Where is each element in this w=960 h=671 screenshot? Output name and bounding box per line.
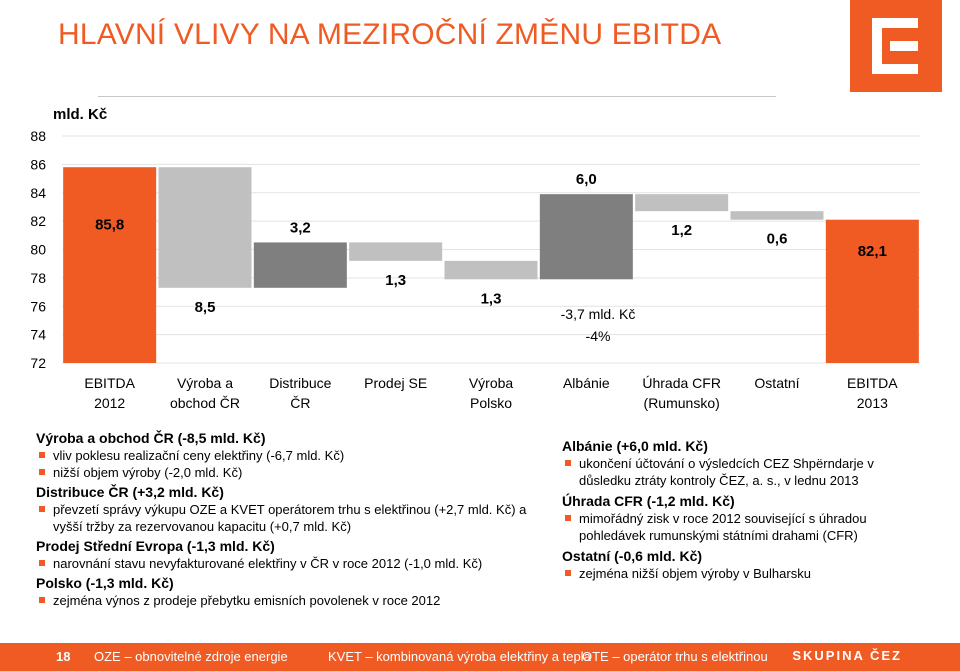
category-label: Albánie (563, 375, 610, 391)
data-label: 8,5 (195, 299, 216, 316)
glossary-ote: OTE – operátor trhu s elektřinou (582, 649, 768, 664)
page-title: HLAVNÍ VLIVY NA MEZIROČNÍ ZMĚNU EBITDA (58, 18, 722, 51)
y-axis-label: mld. Kč (53, 106, 107, 123)
y-tick-label: 76 (30, 298, 46, 314)
bar (253, 242, 347, 288)
category-label: EBITDA (847, 375, 898, 391)
data-label: 1,2 (671, 222, 692, 239)
title-rule (98, 96, 776, 97)
category-labels: EBITDA 2012 Výroba a obchod ČR Distribuce ČR P… (84, 375, 898, 411)
bar (444, 260, 538, 280)
category-label: Prodej SE (364, 375, 427, 391)
data-label: 1,3 (481, 290, 502, 307)
section-heading: Výroba a obchod ČR (-8,5 mld. Kč) (36, 430, 266, 446)
left-commentary: Výroba a obchod ČR (-8,5 mld. Kč) vliv po… (36, 430, 536, 609)
category-label: EBITDA (84, 375, 135, 391)
section-heading: Prodej Střední Evropa (-1,3 mld. Kč) (36, 538, 275, 554)
data-label: 6,0 (576, 171, 597, 188)
y-tick-label: 84 (30, 185, 46, 201)
category-label: ČR (290, 395, 310, 411)
section-heading: Polsko (-1,3 mld. Kč) (36, 575, 174, 591)
bar (825, 219, 919, 363)
waterfall-chart: 88 86 84 82 80 78 76 74 72 85,8 8,5 3,2 1,3 1,3 6,0 1,… (30, 106, 920, 411)
y-tick-label: 74 (30, 327, 46, 343)
brand-label: SKUPINA ČEZ (792, 648, 902, 663)
page-number: 18 (56, 649, 71, 664)
annotation-percent: -4% (586, 328, 611, 344)
bullet-item: narovnání stavu nevyfakturované elektřin… (36, 555, 536, 572)
data-label: 3,2 (290, 219, 311, 236)
data-label: 85,8 (95, 217, 124, 234)
data-label: 1,3 (385, 272, 406, 289)
data-labels: 85,8 8,5 3,2 1,3 1,3 6,0 1,2 0,6 82,1 (95, 171, 887, 316)
glossary-kvet: KVET – kombinovaná výroba elektřiny a te… (328, 649, 591, 664)
section-heading: Ostatní (-0,6 mld. Kč) (562, 548, 703, 564)
category-label: obchod ČR (170, 395, 240, 411)
bar (158, 167, 252, 288)
right-commentary: Albánie (+6,0 mld. Kč) ukončení účtování … (562, 438, 922, 582)
section-heading: Úhrada CFR (-1,2 mld. Kč) (562, 493, 735, 509)
y-tick-label: 78 (30, 270, 46, 286)
category-label: Výroba (469, 375, 514, 391)
bar (539, 194, 633, 280)
bullet-item: mimořádný zisk v roce 2012 související s… (562, 510, 922, 544)
cez-logo-icon (850, 0, 942, 92)
y-tick-label: 88 (30, 128, 46, 144)
data-label: 82,1 (858, 243, 887, 260)
footer-bar: 18 OZE – obnovitelné zdroje energie KVET… (0, 643, 960, 671)
y-tick-labels: 88 86 84 82 80 78 76 74 72 (30, 128, 46, 371)
category-label: (Rumunsko) (644, 395, 720, 411)
bullet-item: zejména nižší objem výroby v Bulharsku (562, 565, 922, 582)
bar (730, 211, 824, 220)
section-heading: Distribuce ČR (+3,2 mld. Kč) (36, 484, 224, 500)
y-tick-label: 82 (30, 213, 46, 229)
y-tick-label: 86 (30, 156, 46, 172)
bullet-item: zejména výnos z prodeje přebytku emisníc… (36, 592, 536, 609)
category-label: 2013 (857, 395, 888, 411)
data-label: 0,6 (767, 231, 788, 248)
annotation-change: -3,7 mld. Kč (561, 306, 636, 322)
bullet-item: ukončení účtování o výsledcích CEZ Shpër… (562, 455, 922, 489)
category-label: Výroba a (177, 375, 233, 391)
category-label: Distribuce (269, 375, 331, 391)
bar (63, 167, 157, 363)
category-label: Úhrada CFR (642, 375, 721, 391)
bullet-item: nižší objem výroby (-2,0 mld. Kč) (36, 464, 536, 481)
category-label: 2012 (94, 395, 125, 411)
bar (349, 242, 443, 261)
glossary-oze: OZE – obnovitelné zdroje energie (94, 649, 288, 664)
y-tick-label: 72 (30, 355, 46, 371)
bullet-item: vliv poklesu realizační ceny elektřiny (… (36, 447, 536, 464)
section-heading: Albánie (+6,0 mld. Kč) (562, 438, 708, 454)
category-label: Ostatní (754, 375, 799, 391)
y-tick-label: 80 (30, 242, 46, 258)
bar (635, 194, 729, 212)
bullet-item: převzetí správy výkupu OZE a KVET operát… (36, 501, 536, 535)
bars (63, 167, 919, 363)
category-label: Polsko (470, 395, 512, 411)
